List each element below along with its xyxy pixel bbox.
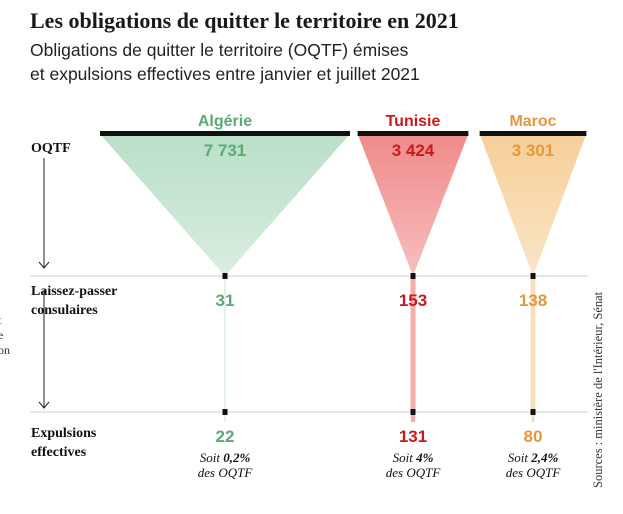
funnel-stem-2-tunisie xyxy=(410,412,416,422)
stage-marker-1-algerie xyxy=(222,273,228,279)
value-label-2-maroc: 138 xyxy=(519,291,547,310)
share-note-line-2-algerie: des OQTF xyxy=(198,465,254,480)
value-label-3-tunisie: 131 xyxy=(399,427,427,446)
grid-lines xyxy=(30,158,588,413)
value-label-3-maroc: 80 xyxy=(524,427,543,446)
side-fragment-1: t xyxy=(0,313,2,327)
stage-marker-2-maroc xyxy=(530,409,536,415)
stage-label-3-line-1: Expulsions xyxy=(31,426,97,441)
down-arrow-head-2 xyxy=(38,401,50,409)
share-note-line-2-maroc: des OQTF xyxy=(506,465,562,480)
share-note-value-algerie: 0,2% xyxy=(223,450,250,465)
down-arrow-head-1 xyxy=(38,261,50,269)
share-note-line-1-tunisie: Soit 4% xyxy=(393,450,434,465)
stage-marker-1-tunisie xyxy=(410,273,416,279)
funnel-stem-2-algerie xyxy=(224,412,226,422)
value-label-1-maroc: 3 301 xyxy=(512,141,555,160)
side-fragment-3: on xyxy=(0,343,10,357)
side-fragment-2: e xyxy=(0,328,3,342)
funnel-stem-1-maroc xyxy=(530,276,536,412)
stage-label-3-line-2: effectives xyxy=(31,445,87,460)
side-text-fragment: t e on xyxy=(0,313,10,357)
funnel-stem-1-algerie xyxy=(224,276,226,412)
share-note-line-1-algerie: Soit 0,2% xyxy=(200,450,251,465)
country-label-algerie: Algérie xyxy=(198,113,252,130)
stage-marker-1-maroc xyxy=(530,273,536,279)
stage-label-2-line-2: consulaires xyxy=(31,303,98,318)
chart-subtitle-line-1: Obligations de quitter le territoire (OQ… xyxy=(30,40,409,60)
funnel-stem-1-tunisie xyxy=(410,276,416,412)
stage-marker-2-tunisie xyxy=(410,409,416,415)
funnel-triangle-algerie xyxy=(100,134,350,276)
share-note-value-tunisie: 4% xyxy=(415,450,434,465)
value-label-3-algerie: 22 xyxy=(216,427,235,446)
top-bar-maroc xyxy=(479,131,587,136)
chart-title: Les obligations de quitter le territoire… xyxy=(30,8,459,33)
share-note-value-maroc: 2,4% xyxy=(530,450,558,465)
funnel-triangle-tunisie xyxy=(357,134,469,276)
value-label-1-algerie: 7 731 xyxy=(204,141,247,160)
share-note-prefix-algerie: Soit xyxy=(200,450,223,465)
chart-subtitle-line-2: et expulsions effectives entre janvier e… xyxy=(30,64,420,84)
country-label-tunisie: Tunisie xyxy=(386,113,441,130)
stage-label-1-line-1: OQTF xyxy=(31,141,71,156)
value-label-2-tunisie: 153 xyxy=(399,291,427,310)
share-note-prefix-tunisie: Soit xyxy=(393,450,416,465)
country-label-maroc: Maroc xyxy=(509,113,556,130)
stage-label-2-line-1: Laissez-passer xyxy=(31,284,117,299)
share-note-prefix-maroc: Soit xyxy=(508,450,531,465)
top-bar-algerie xyxy=(100,131,350,136)
funnel-triangle-maroc xyxy=(479,134,587,276)
chart-source: Sources : ministère de l'Intérieur, Séna… xyxy=(591,291,605,488)
top-bar-tunisie xyxy=(357,131,469,136)
funnel-stem-2-maroc xyxy=(531,412,535,422)
value-label-1-tunisie: 3 424 xyxy=(392,141,435,160)
share-note-line-2-tunisie: des OQTF xyxy=(386,465,442,480)
value-label-2-algerie: 31 xyxy=(216,291,235,310)
chart-labels: OQTF Laissez-passer consulaires Expulsions e… xyxy=(31,113,561,480)
stage-marker-2-algerie xyxy=(222,409,228,415)
funnel-shapes xyxy=(100,131,587,422)
share-note-line-1-maroc: Soit 2,4% xyxy=(508,450,559,465)
